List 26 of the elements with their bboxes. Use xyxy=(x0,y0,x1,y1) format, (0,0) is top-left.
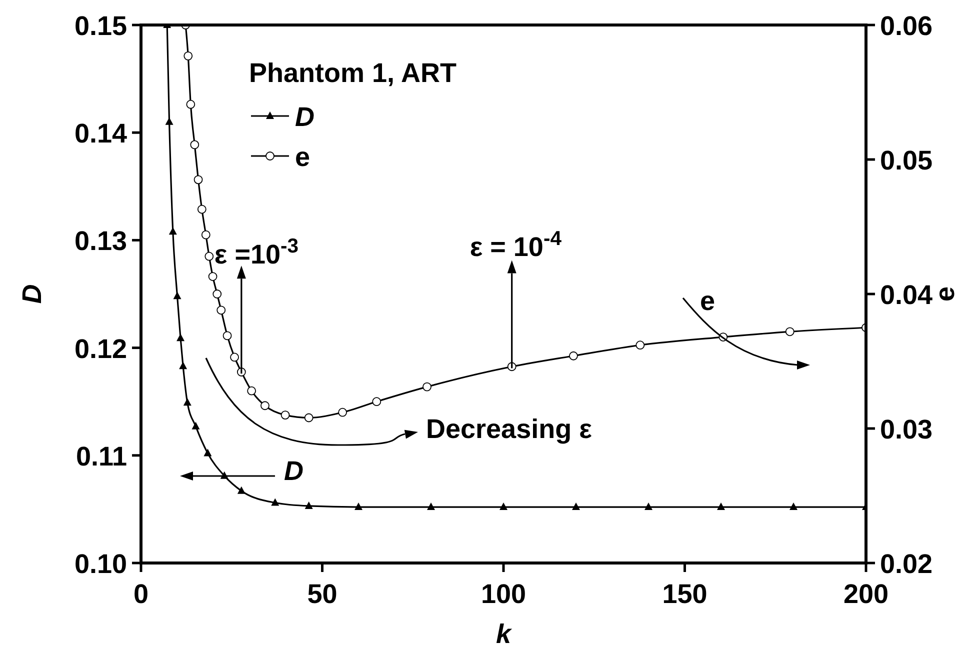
annotation: e xyxy=(700,286,716,316)
annotation: D xyxy=(284,456,304,486)
x-tick-label: 100 xyxy=(480,579,526,609)
annotation: ε =10$^{-3}$ xyxy=(214,236,299,270)
y-tick-label: 0.13 xyxy=(74,226,127,256)
y-tick-label: 0.11 xyxy=(76,441,127,472)
legend-label: D xyxy=(295,102,314,132)
annotation: Decreasing ε xyxy=(426,414,592,444)
y-axis-title: D xyxy=(17,284,47,304)
y-tick-label: 0.14 xyxy=(74,118,127,149)
x-axis-title: k xyxy=(496,619,513,649)
y2-tick-label: 0.05 xyxy=(880,146,933,176)
legend-label: e xyxy=(295,142,310,172)
annotation: ε = 10$^{-4}$ xyxy=(470,228,562,262)
legend-title: Phantom 1, ART xyxy=(249,58,458,88)
y2-tick-label: 0.04 xyxy=(880,280,933,310)
y-tick-label: 0.12 xyxy=(74,334,127,364)
x-tick-label: 0 xyxy=(133,579,149,609)
y-tick-label: 0.10 xyxy=(74,549,127,579)
y2-tick-label: 0.03 xyxy=(880,414,933,444)
y2-tick-label: 0.06 xyxy=(880,11,933,41)
y-tick-label: 0.15 xyxy=(74,11,127,41)
x-tick-label: 200 xyxy=(843,579,889,609)
y2-tick-label: 0.02 xyxy=(880,549,933,579)
x-tick-label: 150 xyxy=(662,579,708,609)
x-tick-label: 50 xyxy=(307,579,338,609)
